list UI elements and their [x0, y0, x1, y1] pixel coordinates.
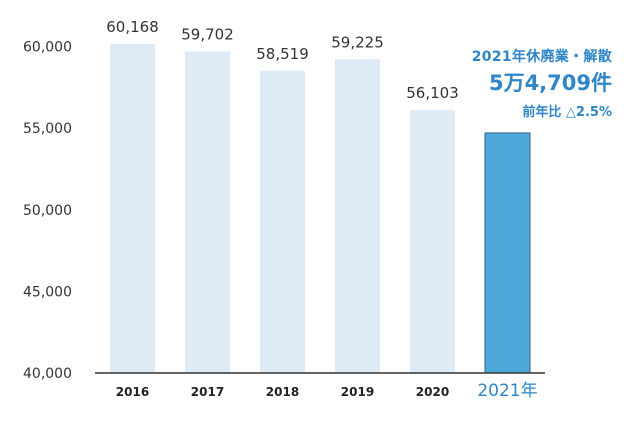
bar [110, 43, 155, 374]
annotation-change: 前年比 △2.5% [522, 105, 612, 120]
data-labels: 60,168 59,702 58,519 59,225 56,103 [106, 18, 459, 102]
bar [410, 110, 455, 373]
data-label: 60,168 [106, 18, 159, 36]
y-tick-label: 50,000 [23, 203, 72, 219]
y-tick-label: 55,000 [23, 121, 72, 137]
bar-highlight [484, 132, 531, 374]
bar [260, 70, 305, 373]
y-axis: 40,000 45,000 50,000 55,000 60,000 [23, 40, 72, 382]
x-tick-label: 2016 [116, 385, 149, 399]
x-tick-label: 2020 [416, 385, 449, 399]
x-tick-label: 2021年 [477, 381, 537, 401]
y-tick-label: 60,000 [23, 40, 72, 56]
bar [185, 51, 230, 374]
highlight-annotation: 2021年休廃業・解散 5万4,709件 前年比 △2.5% [472, 46, 612, 120]
data-label: 59,225 [331, 33, 384, 51]
data-label: 58,519 [256, 45, 309, 63]
x-axis: 2016 2017 2018 2019 2020 2021年 [116, 381, 538, 401]
y-tick-label: 40,000 [23, 366, 72, 382]
bars [110, 43, 531, 374]
x-tick-label: 2017 [191, 385, 224, 399]
x-tick-label: 2018 [266, 385, 299, 399]
annotation-count: 5万4,709件 [488, 71, 612, 95]
annotation-title: 2021年休廃業・解散 [471, 49, 612, 65]
x-tick-label: 2019 [341, 385, 374, 399]
data-label: 59,702 [181, 25, 234, 43]
data-label: 56,103 [406, 84, 459, 102]
bar [335, 59, 380, 373]
y-tick-label: 45,000 [23, 284, 72, 300]
